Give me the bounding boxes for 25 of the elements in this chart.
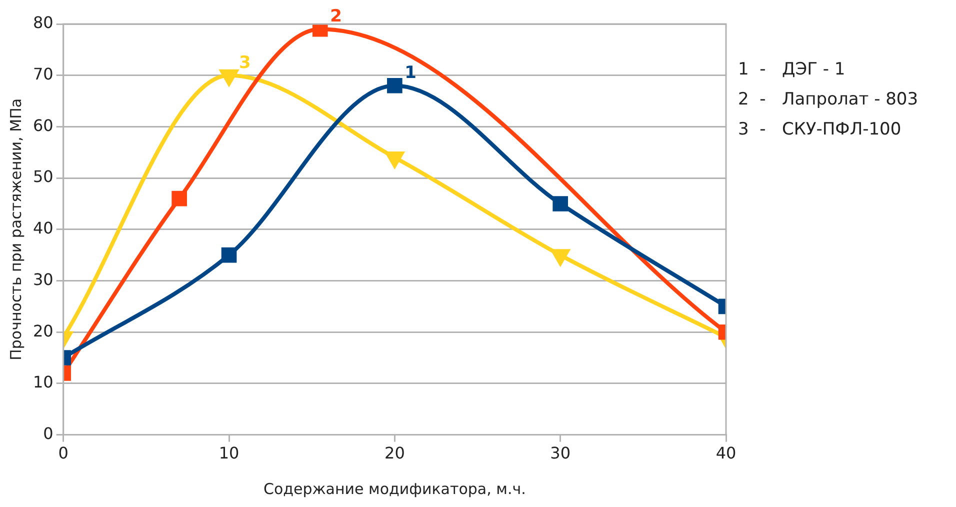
y-tick-label: 50 (33, 167, 54, 186)
y-tick-label: 80 (33, 13, 54, 32)
series-label: 3 (239, 52, 251, 73)
point (387, 78, 402, 94)
point (220, 69, 238, 86)
y-tick-label: 70 (33, 64, 54, 84)
text: 1 - ДЭГ - 1 (738, 59, 846, 80)
text: 3 - СКУ-ПФЛ-100 (738, 119, 902, 140)
series-label: 1 (404, 63, 417, 84)
x-tick-label: 10 (218, 444, 240, 463)
x-axis-title: Содержание модификатора, м.ч. (264, 480, 526, 498)
y-tick-label: 20 (33, 321, 54, 340)
y-tick-label: 60 (33, 116, 54, 135)
y-axis-title: Прочность при растяжении, МПа (6, 98, 25, 360)
x-tick-label: 0 (58, 444, 68, 463)
series-label: 2 (330, 6, 342, 27)
y-tick-label: 0 (43, 424, 54, 443)
y-tick-label: 10 (33, 372, 54, 392)
x-tick-label: 40 (716, 444, 736, 463)
text: 2 - Лапролат - 803 (738, 89, 918, 110)
x-tick-label: 30 (550, 444, 571, 463)
x-tick-label: 20 (384, 444, 405, 463)
y-tick-label: 40 (33, 218, 54, 238)
point (221, 247, 237, 263)
y-tick-label: 30 (33, 270, 54, 289)
